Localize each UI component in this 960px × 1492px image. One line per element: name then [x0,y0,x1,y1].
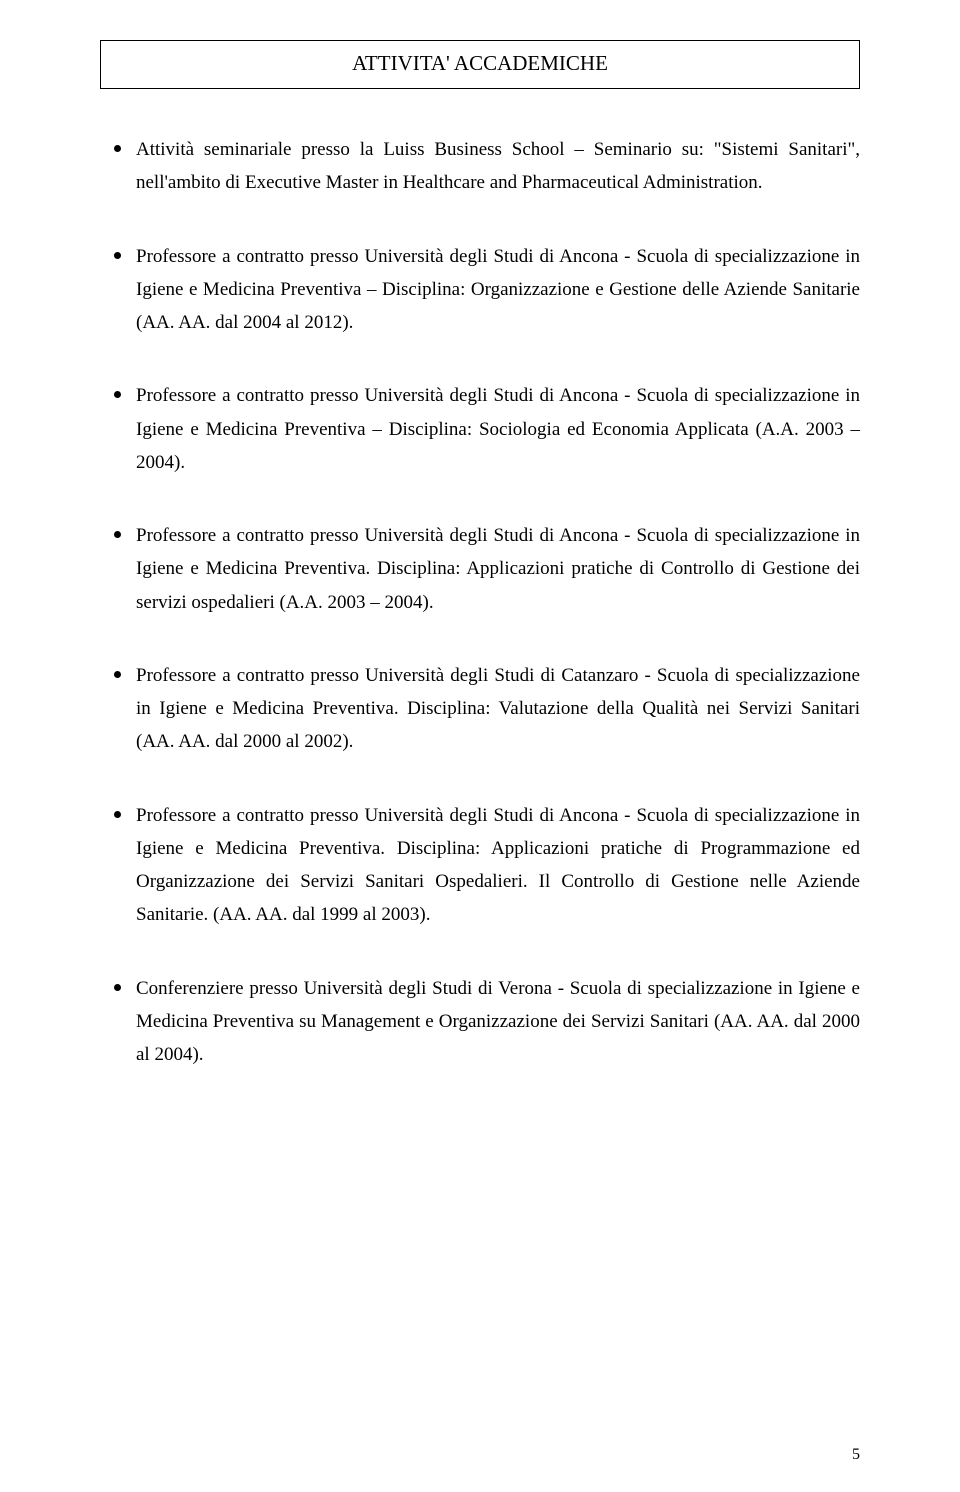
list-item-text: Professore a contratto presso Università… [136,246,860,334]
section-header-title: ATTIVITA' ACCADEMICHE [119,51,841,76]
list-item: Attività seminariale presso la Luiss Bus… [100,133,860,200]
bullet-list: Attività seminariale presso la Luiss Bus… [100,133,860,1071]
list-item: Professore a contratto presso Università… [100,799,860,932]
list-item: Professore a contratto presso Università… [100,379,860,479]
list-item: Professore a contratto presso Università… [100,240,860,340]
page: ATTIVITA' ACCADEMICHE Attività seminaria… [0,0,960,1492]
list-item-text: Professore a contratto presso Università… [136,805,860,926]
list-item: Professore a contratto presso Università… [100,519,860,619]
list-item-text: Attività seminariale presso la Luiss Bus… [136,139,860,193]
list-item-text: Professore a contratto presso Università… [136,525,860,613]
list-item-text: Professore a contratto presso Università… [136,665,860,753]
list-item: Conferenziere presso Università degli St… [100,972,860,1072]
list-item-text: Professore a contratto presso Università… [136,385,860,473]
list-item: Professore a contratto presso Università… [100,659,860,759]
list-item-text: Conferenziere presso Università degli St… [136,978,860,1066]
page-number: 5 [852,1446,860,1464]
section-header-box: ATTIVITA' ACCADEMICHE [100,40,860,89]
